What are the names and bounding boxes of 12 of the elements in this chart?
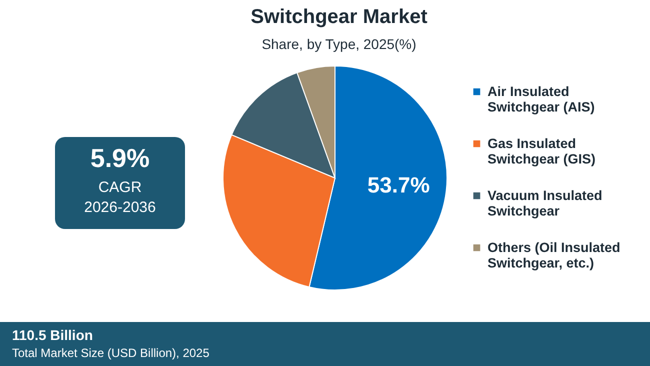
- chart-title: Switchgear Market: [250, 6, 428, 29]
- chart-subtitle: Share, by Type, 2025(%): [260, 36, 418, 52]
- data-label: 53.7%: [367, 172, 430, 198]
- text: 2026-2036: [83, 199, 157, 216]
- legend-label: Vacuum Insulated Switchgear: [488, 188, 602, 218]
- text: 110.5 Billion: [12, 327, 93, 343]
- legend-label: Gas Insulated Switchgear (GIS): [488, 136, 596, 166]
- text: 5.9%: [89, 143, 151, 174]
- text: Total Market Size (USD Billion), 2025: [12, 346, 210, 360]
- legend-label: Air Insulated Switchgear (AIS): [488, 84, 595, 114]
- legend-label: Others (Oil Insulated Switchgear, etc.): [488, 240, 620, 270]
- text: CAGR: [97, 179, 143, 196]
